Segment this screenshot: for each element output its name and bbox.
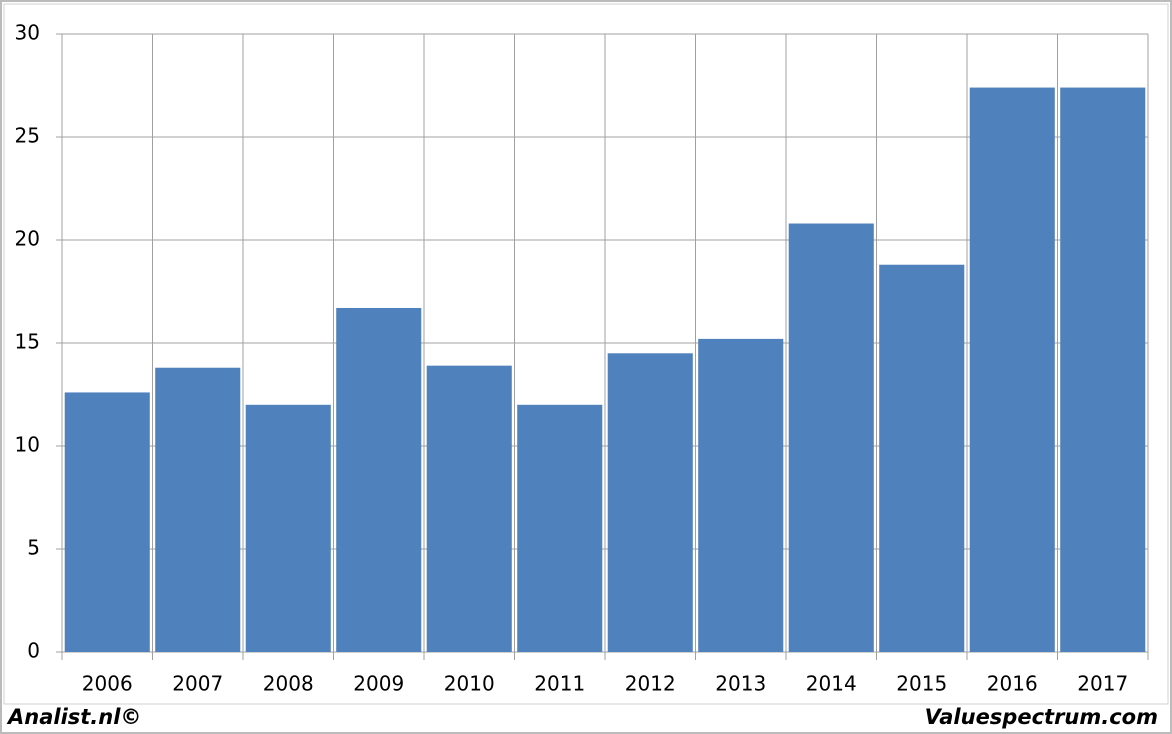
x-tick-label: 2011 [534, 672, 585, 696]
y-tick-label: 5 [27, 536, 40, 560]
bar [969, 87, 1055, 652]
bar [788, 223, 874, 652]
x-tick-label: 2014 [806, 672, 857, 696]
y-tick-label: 15 [15, 330, 40, 354]
bar [698, 338, 784, 652]
y-tick-label: 0 [27, 639, 40, 663]
x-tick-label: 2008 [263, 672, 314, 696]
x-tick-label: 2017 [1077, 672, 1128, 696]
footer-right: Valuespectrum.com [925, 705, 1158, 729]
y-tick-label: 10 [15, 433, 40, 457]
x-tick-label: 2007 [172, 672, 223, 696]
x-tick-label: 2006 [82, 672, 133, 696]
x-tick-label: 2009 [353, 672, 404, 696]
x-tick-label: 2013 [715, 672, 766, 696]
bar [517, 404, 603, 652]
bar [879, 264, 965, 652]
bar [426, 365, 512, 652]
y-tick-label: 25 [15, 124, 40, 148]
x-tick-label: 2016 [987, 672, 1038, 696]
footer-left: Analist.nl© [6, 705, 141, 729]
bar [155, 367, 241, 652]
y-tick-label: 30 [15, 21, 40, 45]
bar [64, 392, 150, 652]
bar [245, 404, 331, 652]
x-tick-label: 2012 [625, 672, 676, 696]
bar [1060, 87, 1146, 652]
bar [607, 353, 693, 652]
x-tick-label: 2010 [444, 672, 495, 696]
y-tick-label: 20 [15, 227, 40, 251]
bar [336, 307, 422, 652]
x-tick-label: 2015 [896, 672, 947, 696]
